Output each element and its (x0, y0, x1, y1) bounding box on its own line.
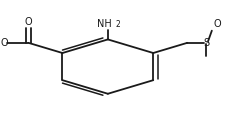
Text: 2: 2 (115, 20, 120, 29)
Text: O: O (214, 19, 221, 29)
Text: O: O (24, 17, 32, 27)
Text: NH: NH (97, 19, 112, 29)
Text: S: S (204, 38, 210, 48)
Text: O: O (0, 38, 8, 48)
